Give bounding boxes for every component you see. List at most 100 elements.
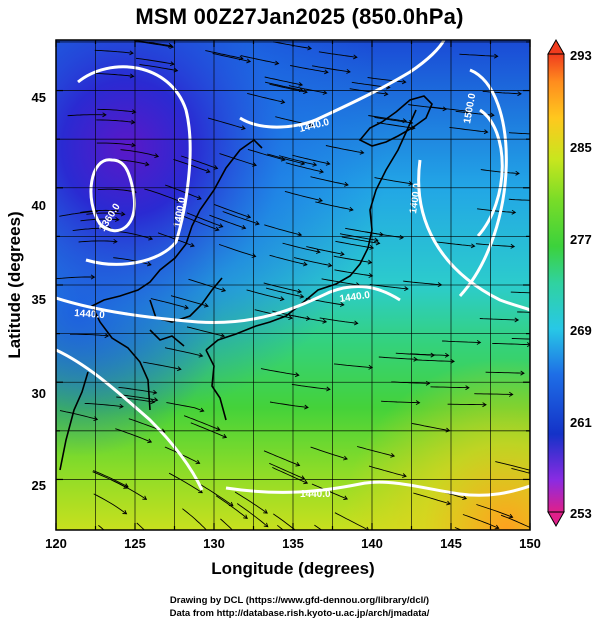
streamline-arrowhead (218, 223, 224, 228)
streamline-arrowhead (215, 426, 221, 431)
grid-lines (56, 40, 530, 530)
colorbar-max-arrow (547, 38, 565, 55)
streamline (306, 246, 344, 255)
streamline (220, 518, 233, 530)
streamline-arrowhead (102, 112, 107, 118)
streamline-arrowhead (526, 342, 530, 347)
streamline-arrowhead (304, 404, 309, 410)
streamline (247, 148, 285, 161)
streamline-arrowhead (446, 500, 451, 506)
streamline-arrowhead (246, 58, 252, 64)
streamline-arrowhead (152, 389, 158, 395)
streamline (415, 359, 455, 362)
streamline (273, 513, 296, 530)
streamline-arrowhead (154, 153, 160, 159)
streamline-arrowhead (169, 44, 175, 49)
streamline (236, 503, 269, 528)
streamline (511, 338, 530, 340)
streamline (413, 492, 451, 505)
streamline (477, 208, 516, 213)
streamline (294, 257, 332, 267)
x-tick-labels: 120 125 130 135 140 145 150 (45, 536, 541, 551)
streamline (93, 470, 129, 488)
streamline-arrowhead (366, 526, 370, 530)
streamline-arrowhead (114, 208, 120, 214)
streamline (95, 73, 134, 77)
streamline-arrowhead (450, 358, 455, 364)
streamline (135, 57, 174, 65)
streamline (96, 142, 136, 146)
streamline (213, 203, 251, 218)
streamline (93, 493, 127, 515)
streamline-arrowhead (353, 54, 358, 60)
y-tick-label: 40 (32, 198, 46, 213)
streamline-arrowhead (205, 168, 211, 174)
streamline (335, 240, 374, 249)
streamline (164, 347, 203, 357)
streamline-arrowhead (343, 495, 348, 501)
streamline (479, 318, 519, 321)
streamline (447, 403, 486, 406)
contour-label: 1440.0 (339, 290, 371, 305)
streamline-arrowhead (483, 129, 489, 135)
streamline (282, 242, 320, 253)
streamline (315, 201, 353, 211)
streamline (312, 65, 351, 73)
streamline (492, 342, 530, 346)
y-tick-labels: 25 30 35 40 45 (32, 90, 46, 493)
streamline (114, 230, 153, 240)
temperature-field: 1440.0 1360.0 1400.0 1440.0 1440.0 1440.… (56, 40, 548, 530)
colorbar-label: 277 (570, 232, 592, 247)
credit-data: Data from http://database.rish.kyoto-u.a… (169, 608, 430, 619)
streamline (500, 514, 530, 529)
streamline-arrowhead (322, 318, 328, 324)
streamline-arrowhead (401, 79, 407, 85)
streamline-arrowhead (280, 99, 286, 105)
streamline-arrowhead (288, 315, 293, 321)
streamline (59, 410, 98, 420)
streamline (218, 243, 256, 257)
streamline (339, 233, 378, 241)
streamline (190, 422, 227, 438)
streamline (84, 402, 124, 408)
streamline-arrowhead (327, 262, 333, 268)
streamline-arrowhead (544, 132, 548, 136)
streamline (349, 88, 388, 95)
streamline-arrowhead (279, 296, 285, 302)
contour-label: 1440.0 (300, 489, 331, 500)
streamline-arrowhead (298, 81, 304, 87)
streamline (290, 65, 328, 73)
streamline (113, 257, 152, 266)
streamline (381, 400, 420, 404)
streamline (67, 114, 106, 117)
streamline-arrowhead (199, 407, 205, 413)
streamline-arrowhead (190, 242, 195, 248)
streamline-arrowhead (129, 50, 134, 56)
streamline-arrowhead (508, 391, 514, 397)
streamline-arrowhead (169, 61, 175, 67)
streamline (430, 386, 469, 389)
wind-streamlines (56, 40, 548, 530)
streamline (265, 287, 304, 298)
page-title: MSM 00Z27Jan2025 (850.0hPa) (135, 4, 464, 29)
streamline-arrowhead (305, 315, 311, 321)
streamline-arrowhead (343, 455, 348, 461)
streamline-arrowhead (322, 90, 328, 95)
streamline (367, 77, 406, 83)
streamline-arrowhead (494, 524, 500, 530)
streamline-arrowhead (340, 251, 345, 257)
streamline-arrowhead (173, 67, 179, 73)
streamline-arrowhead (254, 220, 260, 226)
streamline-arrowhead (490, 112, 495, 118)
streamline-arrowhead (203, 302, 209, 308)
streamline-arrowhead (144, 161, 150, 167)
streamline-arrowhead (150, 399, 156, 405)
streamline-arrowhead (346, 68, 351, 74)
streamline (165, 184, 202, 200)
streamline-arrowhead (303, 479, 309, 485)
colorbar-label: 253 (570, 506, 592, 521)
streamline-arrowhead (198, 352, 204, 358)
streamline (311, 483, 348, 500)
streamline-arrowhead (213, 165, 219, 170)
